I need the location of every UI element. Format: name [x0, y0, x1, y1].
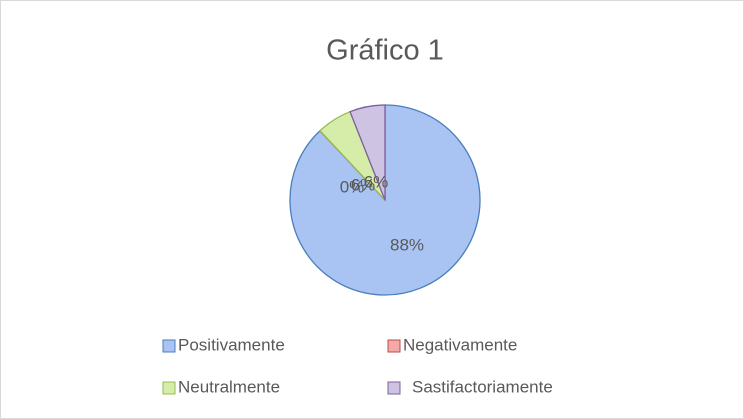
- data-label: 6%: [364, 172, 389, 191]
- legend-swatch: [387, 339, 401, 353]
- chart-title: Gráfico 1: [326, 35, 444, 67]
- legend-swatch: [387, 381, 401, 395]
- pie-slice: [349, 104, 386, 201]
- data-label: 6%: [351, 175, 376, 194]
- legend-label: Neutralmente: [178, 377, 280, 396]
- legend-swatch: [162, 339, 176, 353]
- legend-swatch: [162, 381, 176, 395]
- data-label: 88%: [390, 235, 424, 254]
- data-label: 0%: [340, 177, 365, 196]
- legend-label: Negativamente: [403, 335, 517, 354]
- legend-label: Positivamente: [178, 335, 285, 354]
- legend-label: Sastifactoriamente: [412, 377, 553, 396]
